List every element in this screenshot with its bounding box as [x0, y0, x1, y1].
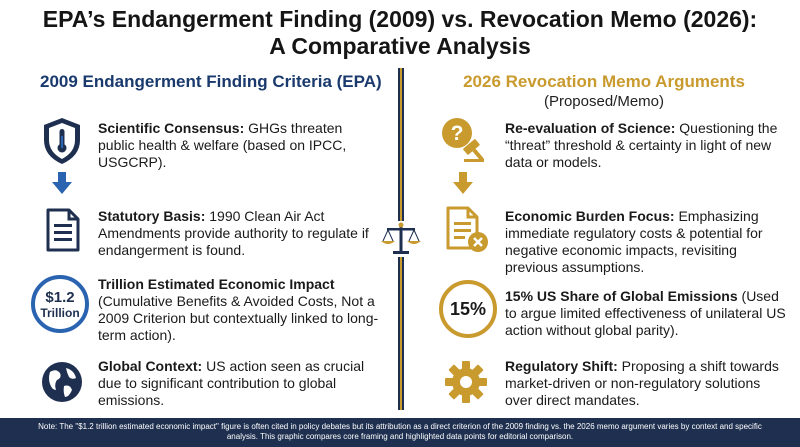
left-item-global-context: Global Context: US action seen as crucia… — [98, 358, 370, 409]
left-item-1-text: GHGs threaten public health & welfare (b… — [98, 120, 347, 170]
left-item-statutory-basis: Statutory Basis: 1990 Clean Air Act Amen… — [98, 208, 370, 259]
right-item-2-text: Emphasizing immediate regulatory costs &… — [505, 208, 763, 275]
right-item-1-lead: Re-evaluation of Science: — [505, 120, 676, 136]
right-item-3-text: (Used to argue limited effectiveness of … — [505, 288, 786, 338]
trillion-badge-unit: Trillion — [40, 305, 80, 320]
trillion-badge: $1.2 Trillion — [31, 275, 89, 333]
right-item-4-text: Proposing a shift towards market-driven … — [505, 358, 779, 408]
right-item-3-lead: 15% US Share of Global Emissions — [505, 288, 738, 304]
right-item-regulatory-shift: Regulatory Shift: Proposing a shift towa… — [505, 358, 790, 409]
document-icon — [46, 208, 80, 257]
left-item-4-lead: Global Context: — [98, 358, 203, 374]
left-item-2-text: 1990 Clean Air Act Amendments provide au… — [98, 208, 369, 258]
right-item-science: Re-evaluation of Science: Questioning th… — [505, 120, 785, 171]
left-item-1-lead: Scientific Consensus: — [98, 120, 245, 136]
scale-icon — [379, 221, 423, 257]
footer-note: Note: The "$1.2 trillion estimated econo… — [0, 418, 800, 447]
arrow-down-icon — [52, 172, 72, 199]
left-item-4-text: US action seen as crucial due to signifi… — [98, 358, 365, 408]
footer-line-2: analysis. This graphic compares core fra… — [226, 432, 574, 441]
arrow-down-gold-icon — [453, 172, 473, 199]
left-item-economic-impact: Trillion Estimated Economic Impact (Cumu… — [98, 276, 380, 344]
question-gavel-icon: ? — [440, 116, 488, 169]
percent-badge: 15% — [439, 280, 497, 338]
right-column-subheading: (Proposed/Memo) — [543, 93, 665, 110]
left-item-3-text: (Cumulative Benefits & Avoided Costs, No… — [98, 293, 379, 343]
right-item-us-share: 15% US Share of Global Emissions (Used t… — [505, 288, 790, 339]
svg-text:?: ? — [451, 122, 464, 145]
gear-icon — [444, 360, 488, 409]
trillion-badge-amount: $1.2 — [45, 288, 75, 306]
right-item-4-lead: Regulatory Shift: — [505, 358, 618, 374]
left-item-scientific-consensus: Scientific Consensus: GHGs threaten publ… — [98, 120, 370, 171]
right-item-2-lead: Economic Burden Focus: — [505, 208, 675, 224]
footer-line-1: Note: The "$1.2 trillion estimated econo… — [38, 422, 762, 431]
left-item-2-lead: Statutory Basis: — [98, 208, 206, 224]
document-cancel-icon — [446, 206, 490, 259]
title-line-2: A Comparative Analysis — [269, 33, 531, 59]
page-title: EPA’s Endangerment Finding (2009) vs. Re… — [0, 6, 800, 60]
left-column-heading: 2009 Endangerment Finding Criteria (EPA) — [40, 72, 382, 91]
title-line-1: EPA’s Endangerment Finding (2009) vs. Re… — [42, 6, 758, 32]
right-item-economic-burden: Economic Burden Focus: Emphasizing immed… — [505, 208, 790, 276]
right-column-heading: 2026 Revocation Memo Arguments — [463, 72, 745, 91]
right-item-1-text: Questioning the “threat” threshold & cer… — [505, 120, 778, 170]
shield-thermometer-icon — [40, 116, 84, 171]
left-item-3-lead: Trillion Estimated Economic Impact — [98, 276, 335, 292]
globe-icon — [40, 360, 84, 409]
